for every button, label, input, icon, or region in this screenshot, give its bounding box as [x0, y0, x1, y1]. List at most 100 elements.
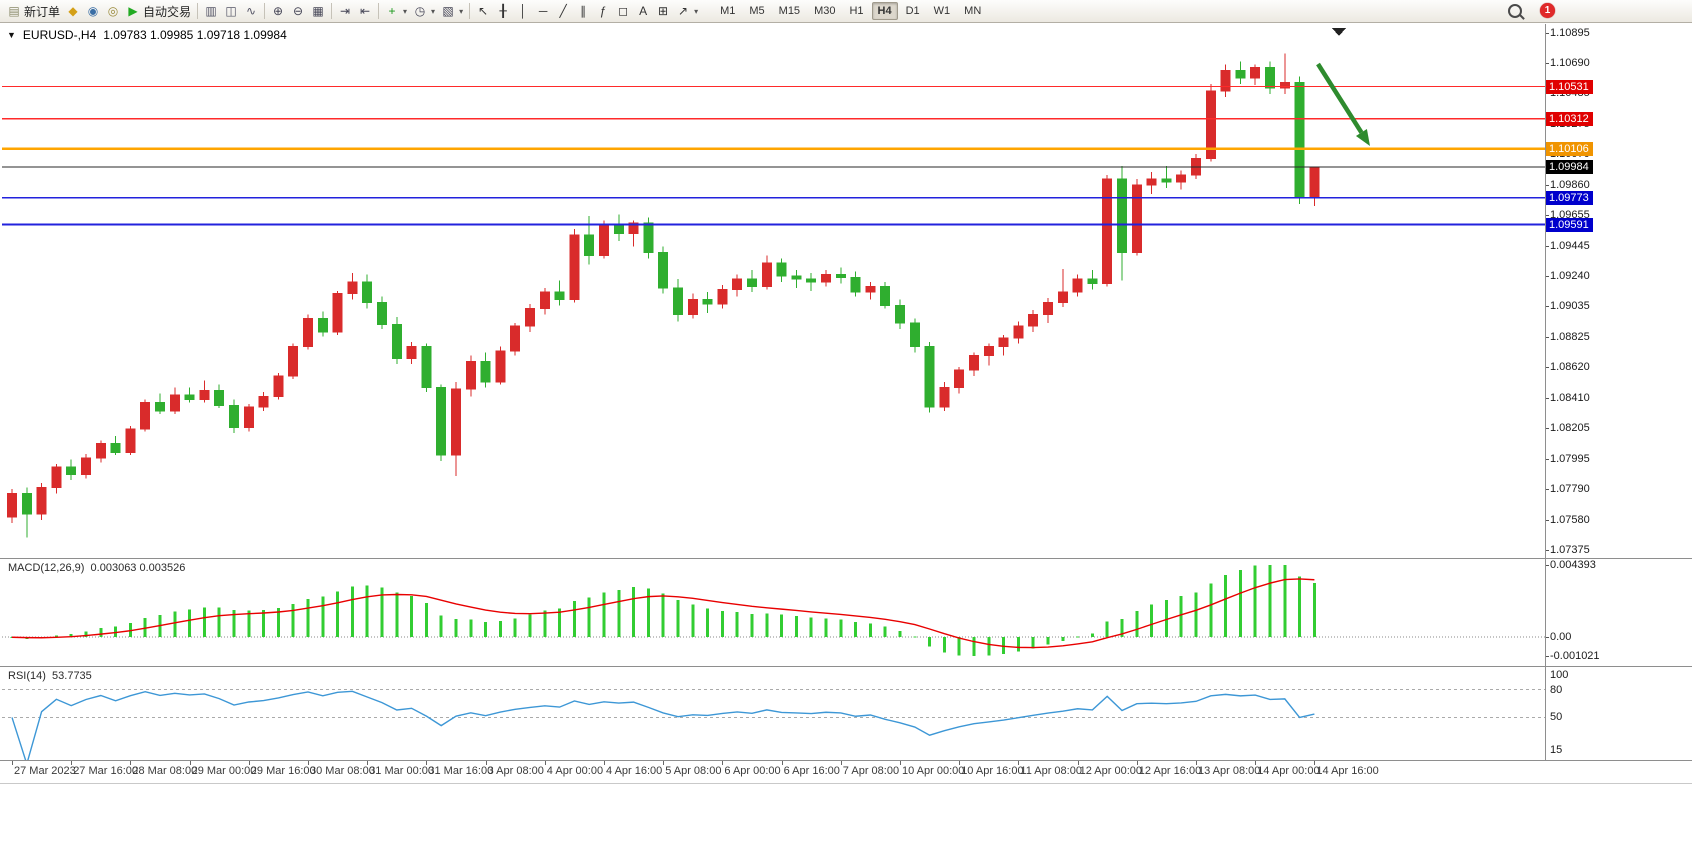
candle	[303, 314, 313, 350]
timeframe-m5[interactable]: M5	[749, 5, 765, 17]
dropdown-caret-icon[interactable]: ▾	[459, 6, 464, 16]
chart-shift-button[interactable]: ⇤	[355, 2, 375, 21]
new-order-button[interactable]: ▤ 新订单	[4, 2, 63, 21]
market-watch-button[interactable]: ◉	[83, 2, 103, 21]
chart-shift-marker[interactable]	[1332, 28, 1346, 36]
candle	[747, 270, 757, 293]
rsi-axis-label: 100	[1550, 669, 1569, 681]
symbol-dropdown-icon[interactable]: ▼	[7, 30, 16, 40]
candlestick-chart-button[interactable]: ◫	[221, 2, 241, 21]
chart-wizard-button[interactable]: ◆	[63, 2, 83, 21]
candle	[761, 255, 772, 290]
auto-scroll-button[interactable]: ⇥	[335, 2, 355, 21]
auto-trading-button[interactable]: ▶ 自动交易	[123, 2, 194, 21]
zoom-in-button[interactable]: ⊕	[268, 2, 288, 21]
timeframe-m30[interactable]: M30	[814, 5, 836, 17]
line-chart-button[interactable]: ∿	[241, 2, 261, 21]
vertical-line-button[interactable]: │	[513, 2, 533, 21]
macd-histogram-bar	[202, 607, 206, 638]
macd-histogram-bar	[558, 608, 562, 638]
macd-histogram-bar	[365, 585, 369, 638]
candle	[1161, 165, 1172, 189]
dropdown-caret-icon[interactable]: ▾	[431, 6, 436, 16]
macd-histogram-bar	[750, 613, 754, 638]
timeframe-m15[interactable]: M15	[778, 5, 801, 17]
candle	[732, 274, 743, 297]
macd-histogram-bar	[587, 597, 591, 638]
zoom-out-button[interactable]: ⊖	[288, 2, 308, 21]
candle	[998, 334, 1009, 356]
rsi-line	[11, 690, 1315, 760]
price-axis-tick	[1545, 33, 1549, 35]
tile-windows-icon: ▦	[312, 4, 324, 18]
crosshair-icon: ╂	[499, 4, 507, 18]
text-label-button[interactable]: ⊞	[653, 2, 673, 21]
macd-histogram-bar	[854, 621, 858, 638]
toolbar-right: 1	[1508, 3, 1555, 18]
price-axis-tick	[1545, 63, 1549, 65]
candle	[954, 367, 965, 394]
macd-canvas[interactable]	[2, 559, 1545, 666]
macd-histogram-bar	[114, 626, 118, 638]
search-icon[interactable]	[1508, 3, 1522, 18]
time-axis-label: 4 Apr 00:00	[546, 765, 604, 777]
time-axis-label: 14 Apr 16:00	[1316, 765, 1379, 777]
time-axis-tick	[1196, 761, 1197, 765]
notification-badge[interactable]: 1	[1540, 3, 1555, 18]
macd-histogram-bar	[706, 608, 710, 638]
candle	[717, 284, 728, 309]
cursor-button[interactable]: ↖	[473, 2, 493, 21]
price-axis-tick	[1545, 458, 1549, 460]
timeframe-h4[interactable]: H4	[871, 2, 898, 20]
candle	[702, 292, 713, 313]
trend-arrow-annotation[interactable]	[1316, 62, 1370, 146]
line-chart-icon: ∿	[246, 4, 257, 18]
indicators-icon: +	[388, 4, 396, 18]
timeframe-mn[interactable]: MN	[964, 5, 982, 17]
crosshair-button[interactable]: ╂	[493, 2, 513, 21]
timeframe-w1[interactable]: W1	[933, 5, 951, 17]
shapes-button[interactable]: ◻	[613, 2, 633, 21]
candle	[21, 487, 32, 538]
data-window-button[interactable]: ◎	[103, 2, 123, 21]
trendline-button[interactable]: ╱	[553, 2, 573, 21]
time-axis-tick	[781, 761, 783, 765]
dropdown-caret-icon[interactable]: ▾	[403, 6, 408, 16]
tile-windows-button[interactable]: ▦	[308, 2, 328, 21]
horizontal-line-button[interactable]: ─	[533, 2, 553, 21]
chann el-button[interactable]: ∥	[573, 2, 593, 21]
candle	[406, 342, 417, 365]
main-chart-canvas[interactable]	[2, 24, 1545, 558]
fibonacci-button[interactable]: ƒ	[593, 2, 613, 21]
macd-histogram-bar	[247, 610, 251, 638]
templates-button[interactable]: ▧ ▾	[438, 2, 466, 21]
candle	[1235, 61, 1246, 84]
timeframe-h1[interactable]: H1	[849, 5, 864, 17]
panel-separator-main-macd[interactable]	[0, 558, 1692, 559]
macd-axis-label: 0.00	[1550, 631, 1572, 644]
price-axis-label: 1.09035	[1550, 300, 1590, 313]
arrows-button[interactable]: ↗ ▾	[673, 2, 701, 21]
macd-histogram-bar	[498, 621, 502, 638]
new-order-button-label: 新订单	[24, 4, 61, 19]
time-axis-label: 29 Mar 16:00	[250, 765, 316, 777]
macd-axis-tick	[1545, 656, 1549, 657]
periods-button[interactable]: ◷ ▾	[410, 2, 438, 21]
timeframe-m1[interactable]: M1	[720, 5, 736, 17]
rsi-canvas[interactable]	[2, 667, 1545, 760]
arrow-object-icon: ↗	[678, 4, 689, 18]
market-watch-icon: ◉	[87, 4, 99, 18]
time-axis-label: 27 Mar 16:00	[73, 765, 139, 777]
text-button[interactable]: A	[633, 2, 653, 21]
time-axis-tick	[71, 761, 73, 765]
candle	[184, 387, 195, 403]
candle	[673, 279, 683, 322]
indicators-button[interactable]: + ▾	[382, 2, 410, 21]
panel-separator-rsi-timeaxis[interactable]	[0, 760, 1692, 761]
dropdown-caret-icon[interactable]: ▾	[694, 6, 699, 16]
timeframe-d1[interactable]: D1	[905, 5, 920, 17]
candle	[865, 281, 876, 300]
bar-chart-button[interactable]: ▥	[201, 2, 221, 21]
panel-separator-macd-rsi[interactable]	[0, 666, 1692, 667]
support-line-1-price-tag: 1.09773	[1546, 190, 1593, 205]
